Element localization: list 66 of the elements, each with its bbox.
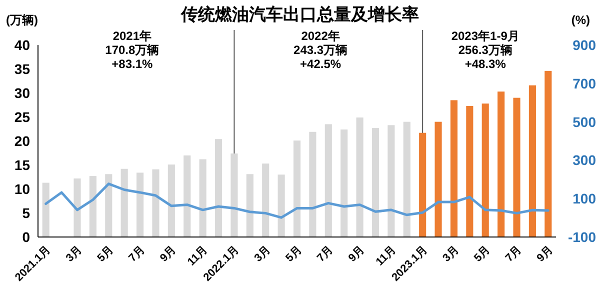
y2-tick-label: -100 bbox=[568, 229, 596, 245]
y2-tick-label: 100 bbox=[572, 190, 596, 207]
x-tick-label: 5月 bbox=[472, 244, 493, 264]
bar bbox=[230, 153, 238, 237]
y2-tick-label: 300 bbox=[572, 152, 596, 168]
bar bbox=[309, 132, 316, 237]
bar bbox=[466, 106, 474, 237]
y-tick-label: 30 bbox=[14, 85, 30, 101]
x-tick-label: 3月 bbox=[252, 244, 273, 264]
bar bbox=[293, 140, 301, 237]
y2-tick-label: 900 bbox=[572, 37, 596, 53]
y-tick-label: 10 bbox=[14, 181, 30, 197]
x-tick-label: 9月 bbox=[346, 244, 368, 264]
bar bbox=[482, 104, 489, 237]
bar bbox=[434, 122, 442, 237]
bar bbox=[246, 174, 254, 237]
x-tick-label: 9月 bbox=[534, 244, 556, 264]
x-tick-label: 3月 bbox=[64, 244, 84, 264]
y-tick-label: 5 bbox=[22, 205, 30, 221]
x-tick-label: 3月 bbox=[440, 244, 462, 264]
bar bbox=[262, 164, 270, 237]
bar bbox=[498, 92, 505, 237]
bar bbox=[340, 129, 348, 237]
y-tick-label: 0 bbox=[22, 229, 30, 245]
bar bbox=[105, 174, 112, 237]
bar bbox=[184, 155, 191, 237]
y-axis-title: (万辆) bbox=[6, 13, 38, 27]
x-tick-label: 9月 bbox=[158, 244, 179, 264]
y-tick-label: 15 bbox=[14, 157, 30, 173]
x-tick-label: 7月 bbox=[315, 244, 336, 264]
annotation: 2023年1-9月 256.3万辆 +48.3% bbox=[451, 29, 520, 71]
x-tick-label: 5月 bbox=[284, 244, 304, 264]
y-tick-label: 40 bbox=[14, 37, 30, 53]
y2-tick-label: 700 bbox=[572, 75, 596, 92]
x-tick-label: 5月 bbox=[95, 244, 116, 264]
bar bbox=[388, 125, 395, 237]
bar bbox=[544, 70, 552, 237]
bar bbox=[199, 159, 206, 237]
bar bbox=[42, 182, 50, 237]
bar bbox=[168, 164, 175, 237]
bar bbox=[450, 100, 458, 237]
bar bbox=[324, 124, 332, 237]
y-tick-label: 35 bbox=[14, 61, 30, 77]
bar bbox=[74, 178, 81, 237]
annotation: 2021年 170.8万辆 +83.1% bbox=[105, 29, 160, 71]
chart-title: 传统燃油汽车出口总量及增长率 bbox=[180, 5, 419, 24]
bar bbox=[513, 98, 520, 237]
bar bbox=[120, 168, 128, 237]
y2-axis-title: (%) bbox=[571, 13, 590, 27]
bar bbox=[419, 132, 426, 237]
bar bbox=[278, 174, 285, 237]
bar bbox=[214, 139, 222, 237]
y-tick-label: 25 bbox=[14, 109, 30, 125]
y2-tick-label: 500 bbox=[572, 114, 596, 130]
bar bbox=[356, 117, 364, 237]
bar bbox=[528, 85, 536, 237]
bar bbox=[372, 128, 380, 237]
y-tick-label: 20 bbox=[14, 133, 30, 149]
x-tick-label: 7月 bbox=[126, 244, 148, 264]
annotation: 2022年 243.3万辆 +42.5% bbox=[294, 29, 348, 71]
x-tick-label: 7月 bbox=[503, 244, 524, 264]
bar bbox=[403, 122, 410, 237]
bar bbox=[152, 169, 160, 237]
bar bbox=[89, 176, 96, 237]
line-series bbox=[44, 182, 550, 219]
bar bbox=[136, 172, 144, 237]
